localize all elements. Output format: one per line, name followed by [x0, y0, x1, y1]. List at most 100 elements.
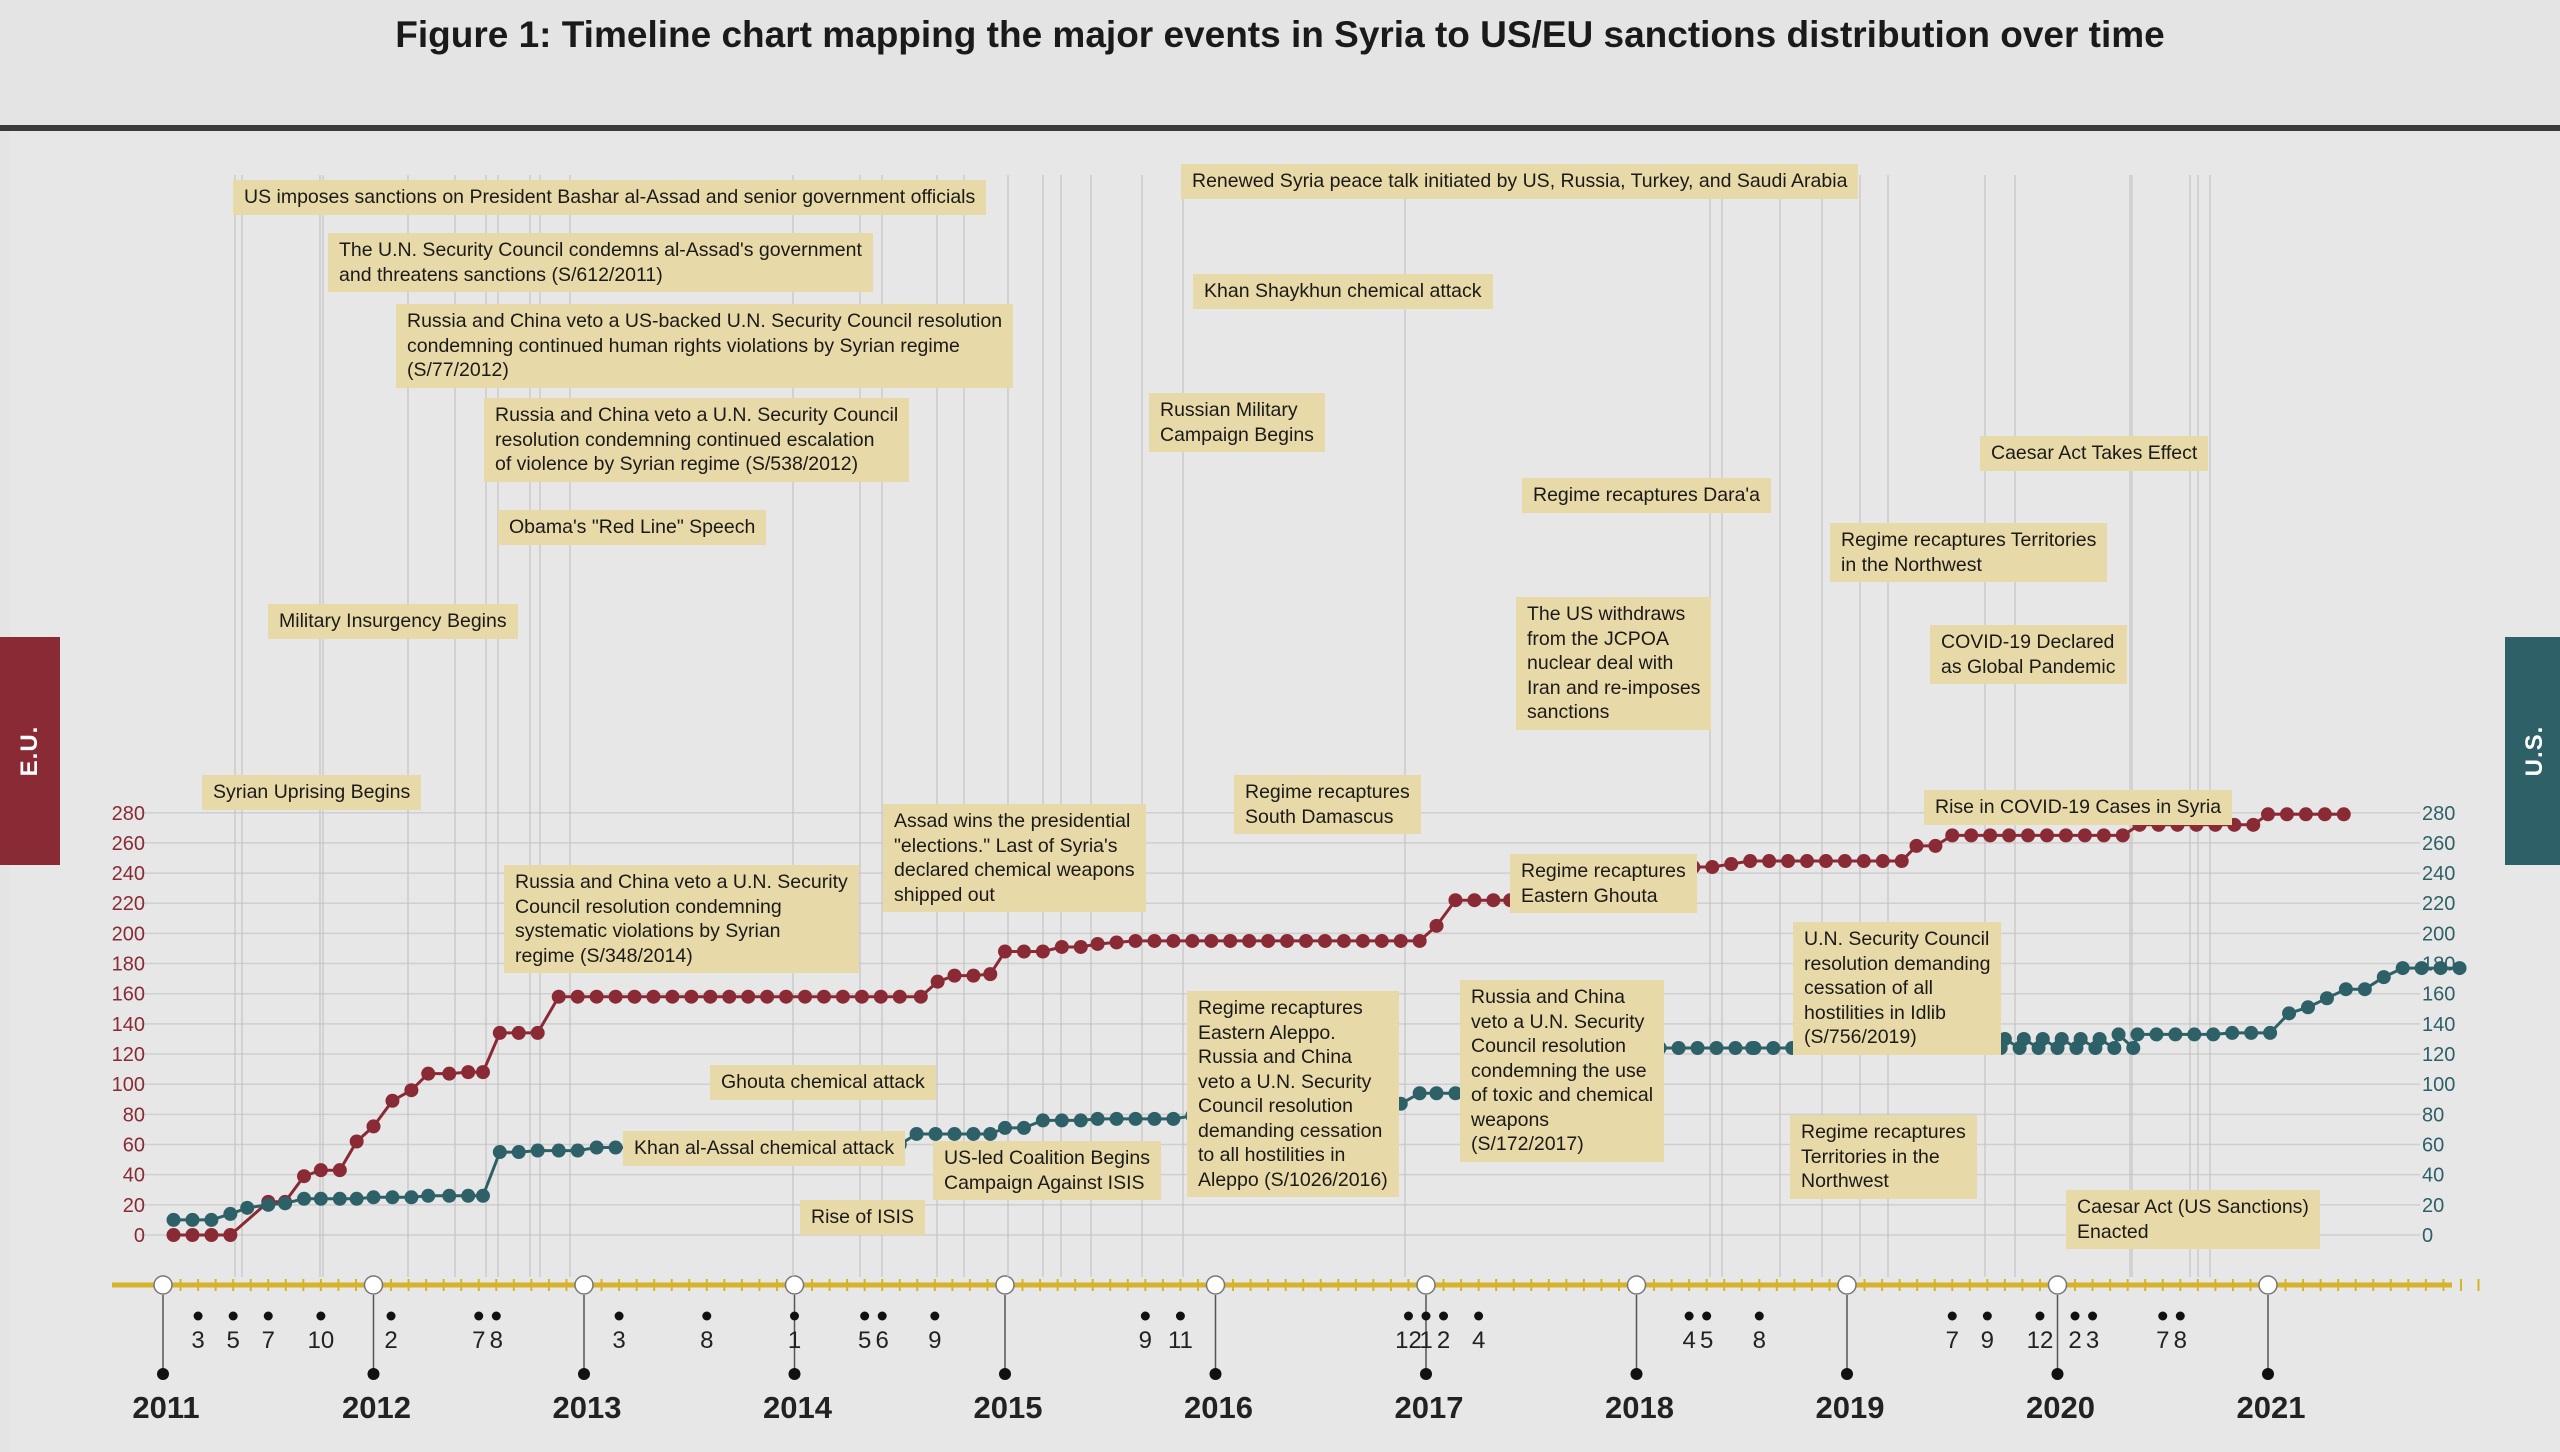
y-right-tick-label: 280	[2422, 803, 2455, 825]
month-label: 9	[1139, 1327, 1152, 1354]
month-dot	[930, 1311, 940, 1321]
eu-data-point	[2021, 828, 2036, 843]
year-dot	[1420, 1368, 1432, 1380]
eu-data-point	[1147, 933, 1162, 948]
us-data-point	[2357, 982, 2372, 997]
year-marker	[2258, 1275, 2278, 1295]
eu-data-point	[1448, 893, 1463, 908]
month-label: 12	[2027, 1327, 2054, 1354]
eu-data-point	[2279, 807, 2294, 822]
eu-data-point	[2002, 828, 2017, 843]
annotation-ghouta-chemical: Ghouta chemical attack	[710, 1065, 936, 1100]
eu-data-point	[511, 1025, 526, 1040]
us-data-point	[2111, 1027, 2126, 1042]
header-rule	[0, 125, 2560, 131]
month-label: 4	[1682, 1327, 1695, 1354]
us-data-point	[1690, 1041, 1705, 1056]
year-marker	[1416, 1275, 1436, 1295]
annotation-caesar-effect: Caesar Act Takes Effect	[1980, 436, 2209, 471]
year-label: 2011	[132, 1390, 199, 1425]
eu-data-point	[892, 989, 907, 1004]
us-data-point	[570, 1143, 585, 1158]
eu-data-point	[1894, 854, 1909, 869]
eu-data-point	[2261, 807, 2275, 822]
month-dot	[2035, 1311, 2045, 1321]
eu-data-point	[1185, 933, 1200, 948]
eu-data-point	[2298, 807, 2313, 822]
eu-data-point	[2246, 817, 2261, 832]
annotation-renewed-peace-talk: Renewed Syria peace talk initiated by US…	[1181, 164, 1859, 199]
us-data-point	[185, 1212, 200, 1227]
us-data-point	[1766, 1041, 1781, 1056]
y-right-tick-label: 120	[2422, 1044, 2455, 1066]
us-data-point	[421, 1188, 436, 1203]
us-data-point	[2414, 961, 2429, 976]
eu-data-point	[1412, 933, 1427, 948]
eu-data-point	[1280, 933, 1295, 948]
year-label: 2012	[342, 1390, 411, 1425]
us-data-point	[2319, 991, 2334, 1006]
year-marker	[784, 1275, 805, 1295]
eu-axis-label: E.U.	[16, 725, 43, 777]
y-left-tick-label: 100	[112, 1074, 145, 1096]
year-marker	[1837, 1275, 1857, 1295]
y-right-tick-label: 220	[2422, 893, 2455, 915]
us-data-point	[332, 1191, 347, 1206]
year-dot	[578, 1368, 590, 1380]
month-dot	[491, 1311, 501, 1321]
us-data-point	[2263, 1025, 2278, 1040]
y-right-tick-label: 80	[2422, 1104, 2444, 1126]
eu-data-point	[1016, 944, 1031, 959]
eu-data-point	[1486, 893, 1501, 908]
eu-data-point	[1299, 933, 1314, 948]
eu-data-point	[835, 989, 850, 1004]
month-dot	[1140, 1311, 1150, 1321]
month-label: 11	[1168, 1327, 1193, 1354]
y-left-tick-label: 280	[112, 803, 145, 825]
us-data-point	[492, 1145, 507, 1160]
eu-data-point	[722, 989, 737, 1004]
eu-data-point	[1073, 939, 1088, 954]
eu-data-point	[854, 989, 869, 1004]
annotation-covid-rise: Rise in COVID-19 Cases in Syria	[1924, 790, 2233, 825]
eu-data-point	[349, 1134, 364, 1149]
eu-data-point	[1724, 857, 1739, 872]
us-data-point	[2452, 961, 2467, 976]
y-left-tick-label: 60	[123, 1135, 145, 1157]
annotation-unsc-condemns: The U.N. Security Council condemns al-As…	[328, 233, 873, 292]
y-right-tick-label: 40	[2422, 1165, 2444, 1187]
eu-data-point	[461, 1065, 476, 1080]
month-dot	[702, 1311, 712, 1321]
month-dot	[474, 1311, 484, 1321]
us-data-point	[1709, 1041, 1724, 1056]
eu-data-point	[1204, 933, 1219, 948]
us-data-point	[909, 1126, 924, 1141]
us-data-point	[1128, 1111, 1143, 1126]
month-dot	[1175, 1311, 1185, 1321]
y-right-tick-label: 140	[2422, 1014, 2455, 1036]
month-label: 7	[262, 1327, 275, 1354]
us-data-point	[2225, 1025, 2240, 1040]
annotation-caesar-enacted: Caesar Act (US Sanctions) Enacted	[2066, 1190, 2320, 1249]
year-marker	[995, 1275, 1015, 1295]
us-data-point	[2126, 1041, 2141, 1056]
year-dot	[999, 1368, 1011, 1380]
y-right-tick-label: 160	[2422, 984, 2455, 1006]
month-dot	[1474, 1311, 1484, 1321]
us-data-point	[2206, 1027, 2221, 1042]
us-data-point	[297, 1191, 312, 1206]
y-right-tick-label: 20	[2422, 1195, 2444, 1217]
y-left-tick-label: 180	[112, 954, 145, 976]
month-dot	[2175, 1311, 2185, 1321]
eu-data-point	[930, 974, 945, 989]
year-dot	[157, 1368, 169, 1380]
year-label: 2021	[2237, 1390, 2306, 1425]
eu-data-point	[1856, 854, 1871, 869]
us-data-point	[442, 1188, 457, 1203]
eu-data-point	[1705, 860, 1720, 875]
eu-data-point	[366, 1119, 381, 1134]
month-label: 9	[1981, 1327, 1994, 1354]
us-data-point	[2376, 970, 2391, 985]
header: Figure 1: Timeline chart mapping the maj…	[0, 0, 2560, 125]
us-data-point	[947, 1126, 962, 1141]
